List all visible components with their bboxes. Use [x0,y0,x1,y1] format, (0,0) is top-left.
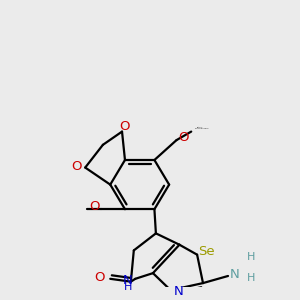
Text: methyl not labeled: methyl not labeled [195,128,208,129]
Text: H: H [247,273,256,283]
Text: O: O [178,131,188,144]
Text: Se: Se [199,245,215,258]
Text: N: N [174,285,183,298]
Text: H: H [247,252,256,262]
Text: methoxy: methoxy [196,127,203,128]
Text: H: H [124,282,132,292]
Text: O: O [71,160,82,172]
Text: O: O [89,200,100,213]
Text: O: O [120,120,130,133]
Text: N: N [230,268,239,281]
Text: N: N [123,274,132,287]
Text: O: O [94,271,105,284]
